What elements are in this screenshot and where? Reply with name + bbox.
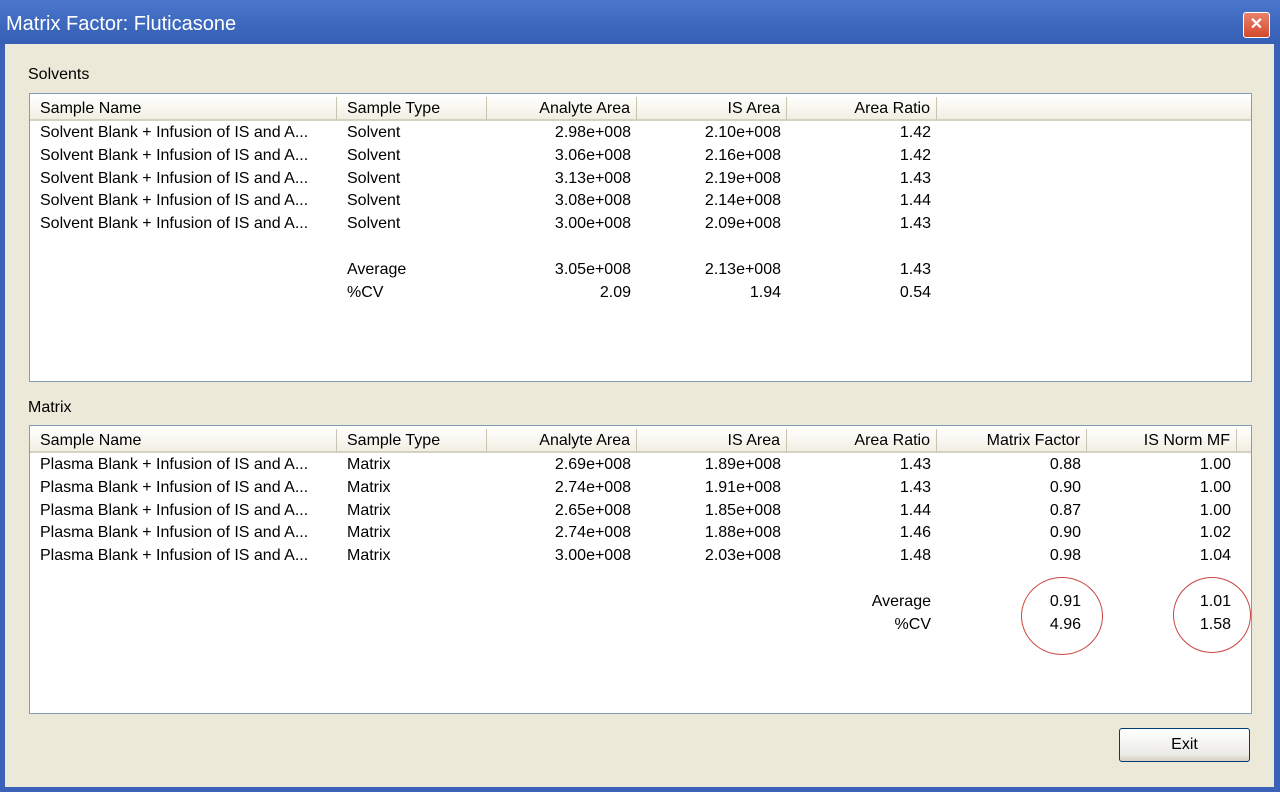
table-cell: Solvent <box>347 192 401 210</box>
table-cell: 2.69e+008 <box>554 456 631 473</box>
summary-value: 1.43 <box>899 261 931 278</box>
table-cell: 1.43 <box>899 456 931 473</box>
matrix-list[interactable]: Sample Name Sample Type Analyte Area IS Are… <box>29 425 1252 714</box>
table-cell: 2.10e+008 <box>704 124 781 141</box>
summary-value: 2.13e+008 <box>704 261 781 278</box>
table-cell: 1.00 <box>1199 501 1231 519</box>
table-cell: Solvent <box>347 215 401 233</box>
table-cell: Solvent Blank + Infusion of IS and A... <box>40 146 309 164</box>
table-cell: 2.14e+008 <box>704 192 781 210</box>
table-cell: 0.87 <box>1049 501 1081 519</box>
table-cell: 3.00e+008 <box>554 547 631 565</box>
summary-value: 0.54 <box>899 284 931 301</box>
table-cell: 1.00 <box>1199 456 1231 473</box>
table-cell: 3.06e+008 <box>554 146 631 164</box>
table-cell: 0.88 <box>1049 456 1081 473</box>
table-cell: 2.74e+008 <box>554 524 631 542</box>
column-header[interactable]: Area Ratio <box>787 429 937 452</box>
table-cell: 2.74e+008 <box>554 478 631 496</box>
window-title: Matrix Factor: Fluticasone <box>6 13 237 35</box>
column-header[interactable]: IS Area <box>637 97 787 120</box>
column-header[interactable]: Sample Name <box>30 97 337 120</box>
table-cell: Matrix <box>347 456 391 473</box>
table-cell: 1.89e+008 <box>704 456 781 473</box>
matrix-label: Matrix <box>28 399 72 416</box>
table-cell: 1.44 <box>899 501 931 519</box>
table-cell: 1.02 <box>1199 524 1231 542</box>
highlight-circle-matrix-factor <box>1021 577 1103 655</box>
title-bar: Matrix Factor: Fluticasone ✕ <box>0 0 1280 44</box>
table-cell: 1.44 <box>899 192 931 210</box>
close-icon: ✕ <box>1249 16 1264 33</box>
table-cell: 2.98e+008 <box>554 124 631 141</box>
table-cell: 0.90 <box>1049 478 1081 496</box>
solvents-list[interactable]: Sample Name Sample Type Analyte Area IS Are… <box>29 93 1252 382</box>
close-button[interactable]: ✕ <box>1243 12 1270 38</box>
table-cell: Plasma Blank + Infusion of IS and A... <box>40 501 309 519</box>
summary-label: %CV <box>894 616 931 633</box>
table-cell: 3.13e+008 <box>554 169 631 187</box>
table-cell: 1.91e+008 <box>704 478 781 496</box>
column-header[interactable]: IS Norm MF <box>1087 429 1237 452</box>
solvents-header: Sample Name Sample Type Analyte Area IS Are… <box>30 96 1251 121</box>
table-cell: 1.42 <box>899 124 931 141</box>
table-cell: Plasma Blank + Infusion of IS and A... <box>40 547 309 565</box>
table-cell: Solvent <box>347 169 401 187</box>
column-header[interactable]: IS Area <box>637 429 787 452</box>
table-cell: Matrix <box>347 478 391 496</box>
table-cell: Solvent Blank + Infusion of IS and A... <box>40 215 309 233</box>
dialog-body: Solvents Sample Name Sample Type Analyte A… <box>5 44 1274 787</box>
table-cell: 1.00 <box>1199 478 1231 496</box>
table-cell: Solvent Blank + Infusion of IS and A... <box>40 169 309 187</box>
highlight-circle-is-norm-mf <box>1173 577 1251 653</box>
summary-value: 3.05e+008 <box>554 261 631 278</box>
summary-label: Average <box>871 593 931 610</box>
table-cell: 2.16e+008 <box>704 146 781 164</box>
table-cell: 1.85e+008 <box>704 501 781 519</box>
column-header[interactable]: Matrix Factor <box>937 429 1087 452</box>
table-cell: Plasma Blank + Infusion of IS and A... <box>40 456 309 473</box>
table-cell: 1.42 <box>899 146 931 164</box>
table-cell: Solvent Blank + Infusion of IS and A... <box>40 124 309 141</box>
summary-value: 2.09 <box>599 284 631 301</box>
table-cell: 1.48 <box>899 547 931 565</box>
table-cell: 1.43 <box>899 478 931 496</box>
column-header[interactable]: Sample Name <box>30 429 337 452</box>
table-cell: 0.90 <box>1049 524 1081 542</box>
solvents-label: Solvents <box>28 66 90 83</box>
table-cell: 0.98 <box>1049 547 1081 565</box>
table-cell: 1.04 <box>1199 547 1231 565</box>
table-cell: 1.46 <box>899 524 931 542</box>
table-cell: Plasma Blank + Infusion of IS and A... <box>40 478 309 496</box>
column-header[interactable]: Sample Type <box>337 97 487 120</box>
table-cell: Matrix <box>347 524 391 542</box>
table-cell: Solvent Blank + Infusion of IS and A... <box>40 192 309 210</box>
table-cell: 3.00e+008 <box>554 215 631 233</box>
matrix-header: Sample Name Sample Type Analyte Area IS Are… <box>30 428 1251 453</box>
table-cell: 3.08e+008 <box>554 192 631 210</box>
table-cell: Solvent <box>347 124 401 141</box>
table-cell: 2.09e+008 <box>704 215 781 233</box>
table-cell: Matrix <box>347 547 391 565</box>
table-cell: 2.19e+008 <box>704 169 781 187</box>
summary-value: 1.94 <box>749 284 781 301</box>
table-cell: 2.03e+008 <box>704 547 781 565</box>
summary-label: %CV <box>347 284 384 301</box>
table-cell: 2.65e+008 <box>554 501 631 519</box>
table-cell: 1.88e+008 <box>704 524 781 542</box>
table-cell: 1.43 <box>899 169 931 187</box>
table-cell: 1.43 <box>899 215 931 233</box>
summary-label: Average <box>347 261 407 278</box>
column-header[interactable]: Area Ratio <box>787 97 937 120</box>
column-header[interactable]: Sample Type <box>337 429 487 452</box>
table-cell: Solvent <box>347 146 401 164</box>
exit-button[interactable]: Exit <box>1119 728 1250 762</box>
column-header[interactable]: Analyte Area <box>487 429 637 452</box>
column-header[interactable]: Analyte Area <box>487 97 637 120</box>
table-cell: Matrix <box>347 501 391 519</box>
table-cell: Plasma Blank + Infusion of IS and A... <box>40 524 309 542</box>
